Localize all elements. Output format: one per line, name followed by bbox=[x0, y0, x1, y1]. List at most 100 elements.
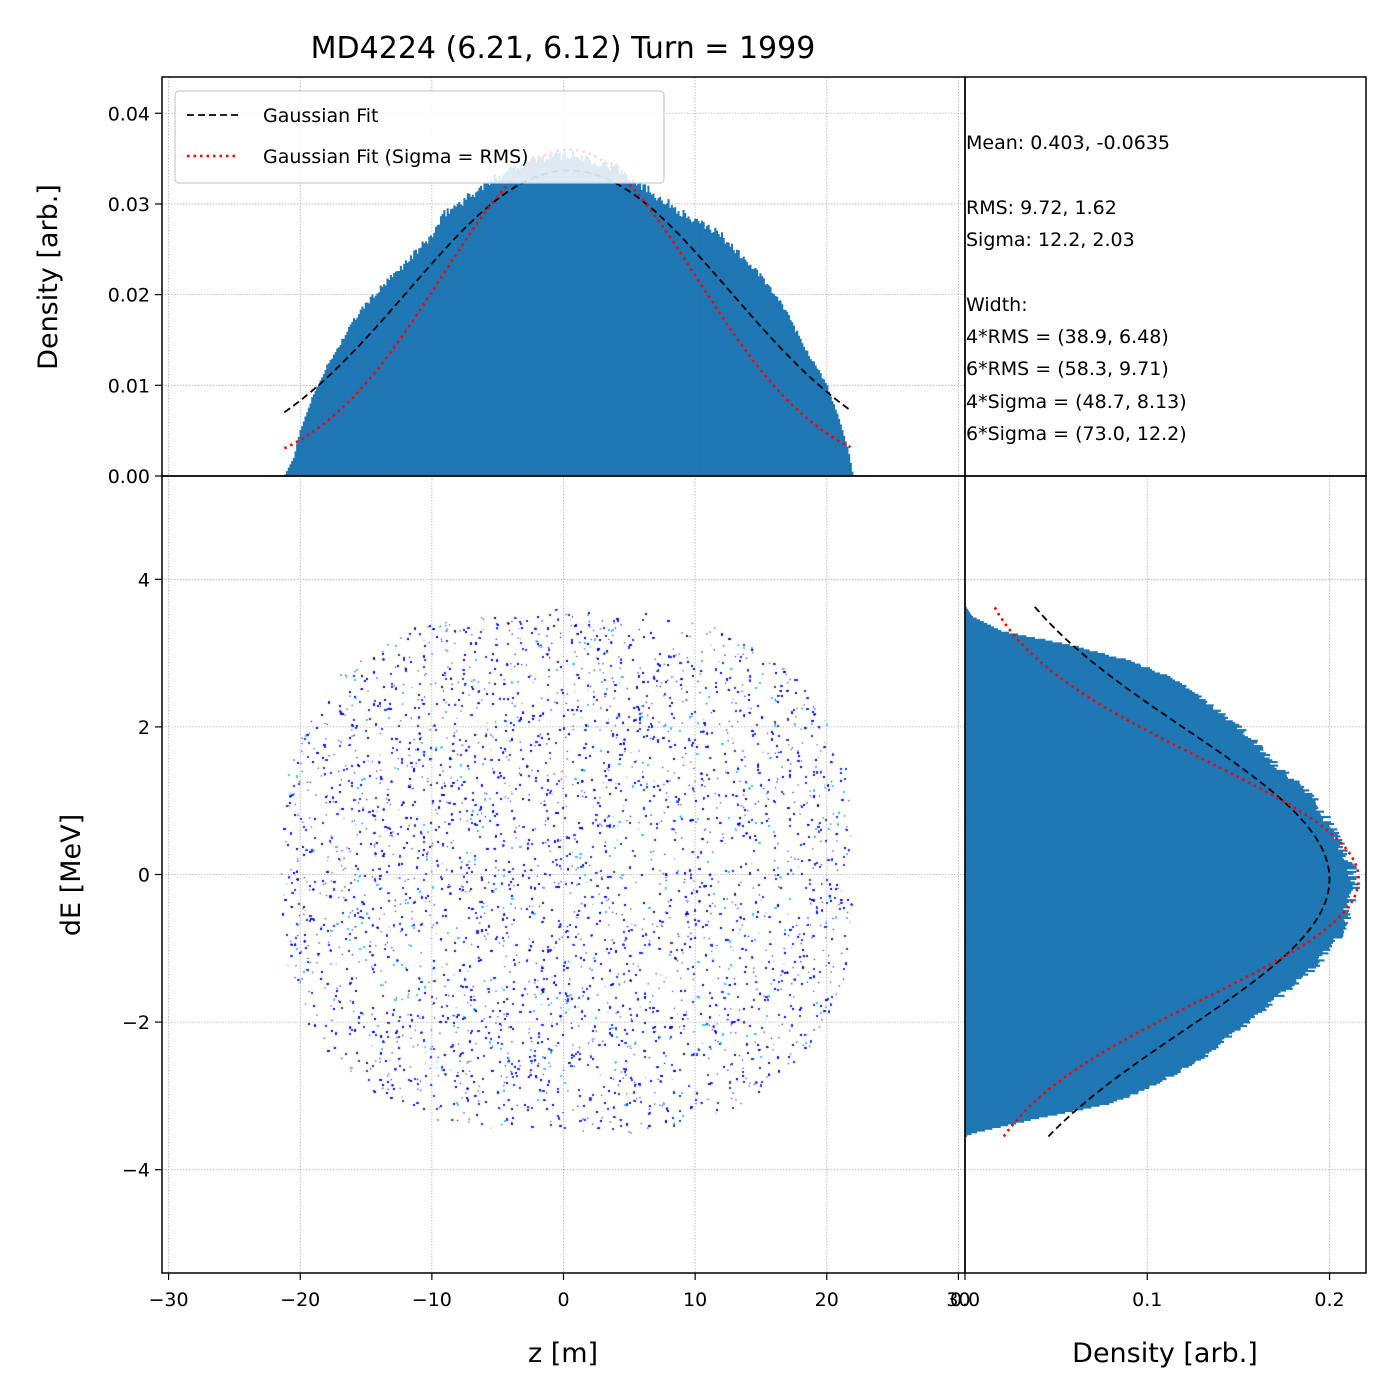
top-histogram-bar bbox=[361, 306, 364, 476]
right-histogram-bar bbox=[965, 1083, 1157, 1086]
top-histogram-bar bbox=[749, 264, 752, 476]
top-histogram-bar bbox=[610, 162, 613, 476]
right-histogram-bar bbox=[965, 867, 1357, 870]
right-histogram-bar bbox=[965, 1016, 1255, 1019]
right-histogram-bar bbox=[965, 807, 1319, 810]
top-histogram-bar bbox=[555, 151, 558, 476]
right-histogram-bar bbox=[965, 913, 1351, 916]
legend-entry-gaussian-rms: Gaussian Fit (Sigma = RMS) bbox=[263, 146, 529, 168]
top-histogram-bar bbox=[493, 173, 496, 476]
right-histogram-bar bbox=[965, 1058, 1202, 1061]
right-histogram-bar bbox=[965, 1124, 1008, 1127]
top-histogram-bar bbox=[600, 165, 603, 476]
right-histogram-bar bbox=[965, 748, 1264, 751]
top-histogram-bar bbox=[545, 159, 548, 476]
right-histogram-bar bbox=[965, 741, 1258, 744]
top-histogram-bar bbox=[851, 471, 854, 476]
right-histogram-bar bbox=[965, 916, 1351, 920]
top-histogram-bar bbox=[702, 222, 705, 476]
right-histogram-bar bbox=[965, 1062, 1195, 1065]
top-histogram-bar bbox=[623, 172, 627, 477]
top-histogram-bar bbox=[309, 403, 312, 476]
top-histogram-bar bbox=[394, 271, 397, 476]
top-histogram-bar bbox=[363, 308, 366, 476]
right-histogram-bar bbox=[965, 714, 1225, 718]
top-histogram-bar bbox=[349, 324, 352, 476]
right-histogram-bar bbox=[965, 876, 1359, 879]
top-histogram-bar bbox=[359, 309, 362, 476]
right-histogram-bar bbox=[965, 784, 1301, 787]
right-histogram-bar bbox=[965, 700, 1208, 703]
right-histogram-bar bbox=[965, 654, 1109, 657]
top-histogram-bar bbox=[307, 407, 310, 476]
top-histogram-bar bbox=[846, 446, 849, 476]
right-histogram-bar bbox=[965, 987, 1293, 990]
top-histogram-bar bbox=[640, 189, 643, 476]
top-histogram-bar bbox=[506, 170, 509, 476]
right-histogram-bar bbox=[965, 730, 1245, 734]
right-histogram-bar bbox=[965, 957, 1319, 960]
top-histogram-bar bbox=[540, 158, 543, 476]
top-histogram-bar bbox=[444, 216, 448, 477]
right-histogram-bar bbox=[965, 1104, 1100, 1107]
right-histogram-bar bbox=[965, 775, 1287, 778]
top-histogram-bar bbox=[697, 221, 700, 476]
right-histogram-bar bbox=[965, 984, 1295, 987]
right-histogram-bar bbox=[965, 996, 1275, 999]
top-histogram-bar bbox=[304, 416, 307, 476]
right-histogram-bar bbox=[965, 771, 1290, 774]
right-histogram-bar bbox=[965, 877, 1357, 881]
top-histogram-bar bbox=[401, 269, 404, 476]
top-histogram-bar bbox=[675, 213, 678, 476]
top-histogram-bar bbox=[737, 250, 740, 476]
right-histogram-bar bbox=[965, 842, 1345, 845]
right-plot-frame bbox=[964, 475, 1367, 1274]
top-histogram-panel: 0.00 0.01 0.02 0.03 0.04 Density [arb.] Gaus… bbox=[33, 76, 966, 488]
stats-sigma: Sigma: 12.2, 2.03 bbox=[966, 229, 1135, 251]
top-histogram-bar bbox=[424, 241, 427, 476]
main-y-tick-label: 0 bbox=[138, 865, 150, 887]
right-histogram-bar bbox=[965, 897, 1348, 900]
right-histogram-bar bbox=[965, 633, 1019, 636]
right-histogram-bar bbox=[965, 968, 1308, 971]
right-histogram-bar bbox=[965, 610, 970, 613]
top-histogram-bar bbox=[834, 409, 837, 476]
right-histogram-bar bbox=[965, 964, 1320, 967]
right-histogram-bar bbox=[965, 753, 1271, 757]
top-histogram-bar bbox=[828, 391, 831, 476]
right-histogram-bar bbox=[965, 737, 1252, 741]
right-histogram-bar bbox=[965, 874, 1349, 877]
top-histogram-bar bbox=[592, 165, 595, 476]
top-histogram-bar bbox=[590, 163, 593, 477]
top-histogram-bar bbox=[296, 443, 299, 476]
top-histogram-bar bbox=[582, 160, 585, 476]
top-histogram-bar bbox=[722, 237, 725, 476]
right-histogram-bar bbox=[965, 736, 1249, 739]
top-histogram-bar bbox=[712, 232, 715, 476]
right-histogram-bar bbox=[965, 982, 1300, 985]
top-histogram-bar bbox=[725, 242, 729, 476]
right-histogram-bar bbox=[965, 1028, 1241, 1031]
stats-width-6sigma: 6*Sigma = (73.0, 12.2) bbox=[966, 423, 1187, 445]
right-histogram-bar bbox=[965, 1001, 1268, 1005]
right-histogram-bar bbox=[965, 881, 1355, 884]
top-histogram-bar bbox=[526, 161, 530, 477]
right-gaussian-fit-curve bbox=[1032, 604, 1331, 1138]
stats-mean: Mean: 0.403, -0.0635 bbox=[966, 132, 1170, 154]
right-histogram-bar bbox=[965, 606, 967, 610]
top-histogram-bar bbox=[739, 258, 742, 476]
right-histogram-bar bbox=[965, 1120, 1025, 1123]
right-histogram-bar bbox=[965, 927, 1347, 930]
top-histogram-bars bbox=[284, 150, 854, 477]
right-histogram-bar bbox=[965, 833, 1338, 836]
top-histogram-bar bbox=[317, 384, 320, 476]
right-histogram-bar bbox=[965, 1026, 1241, 1029]
right-histogram-bar bbox=[965, 1063, 1193, 1067]
top-histogram-bar bbox=[811, 361, 814, 476]
right-histogram-bar bbox=[965, 872, 1354, 875]
top-histogram-bar bbox=[287, 467, 290, 476]
top-histogram-bar bbox=[777, 300, 780, 476]
right-histogram-bar bbox=[965, 683, 1183, 686]
right-histogram-bar bbox=[965, 1060, 1196, 1063]
main-y-tick-label: −4 bbox=[122, 1160, 150, 1182]
